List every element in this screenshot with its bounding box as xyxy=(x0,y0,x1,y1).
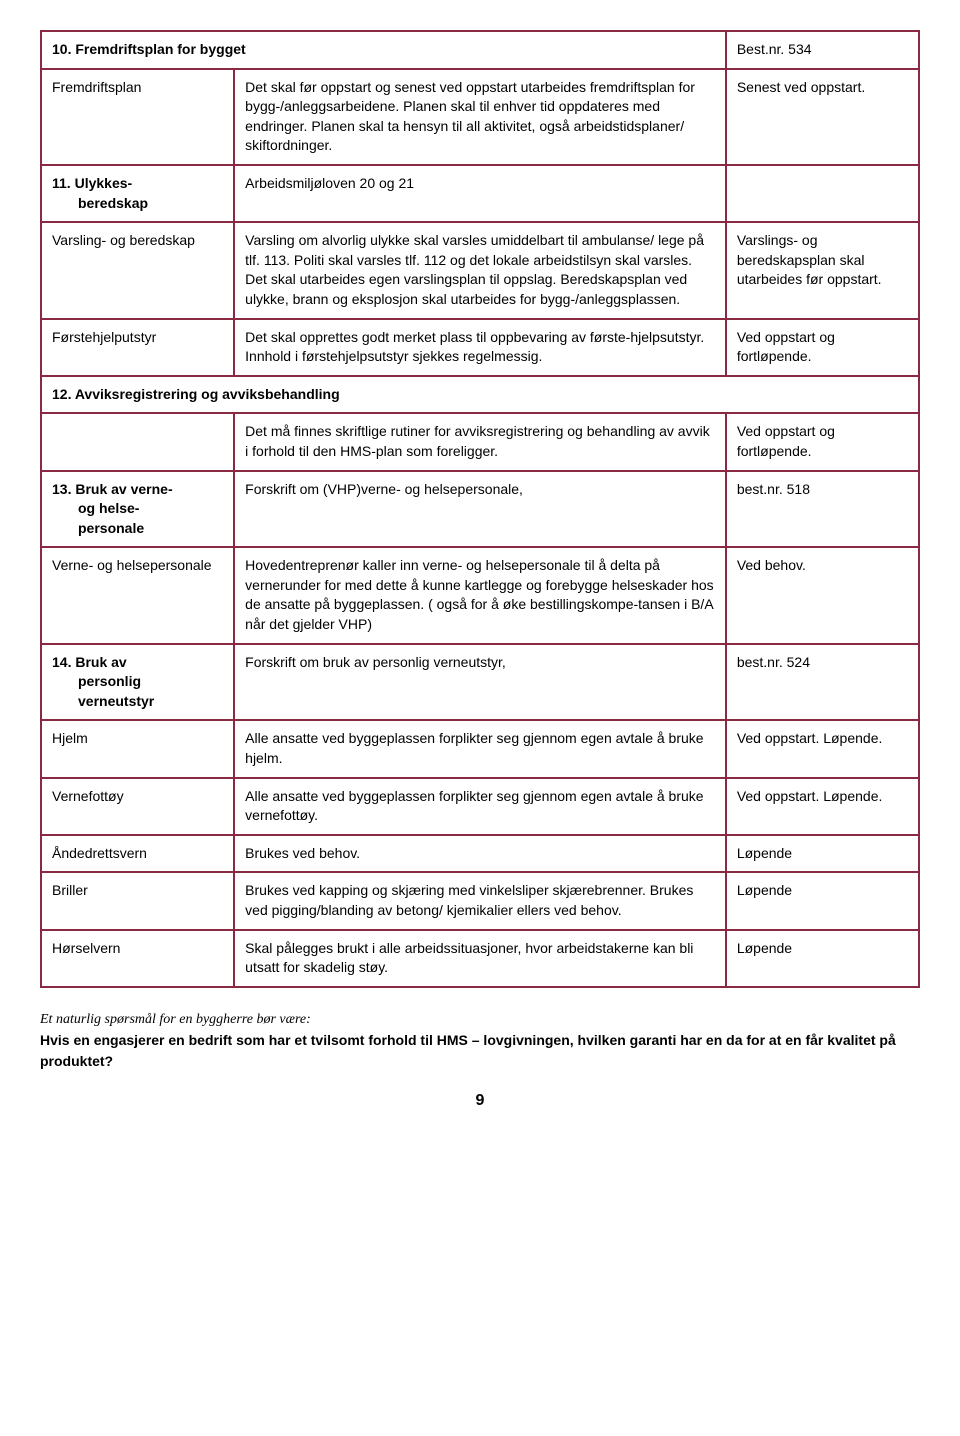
s11-body-header: Arbeidsmiljøloven 20 og 21 xyxy=(234,165,726,222)
footer-line2: Hvis en engasjerer en bedrift som har et… xyxy=(40,1032,896,1069)
section-14-header: 14. Bruk av personlig verneutstyr xyxy=(41,644,234,721)
s11-h1: 11. Ulykkes- xyxy=(52,175,132,191)
footer-text: Et naturlig spørsmål for en byggherre bø… xyxy=(40,1008,920,1072)
section-10-table: 10. Fremdriftsplan for bygget Best.nr. 5… xyxy=(40,30,920,988)
s14-row0-right: Ved oppstart. Løpende. xyxy=(726,720,919,777)
s11-row1-label: Førstehjelputstyr xyxy=(41,319,234,376)
s14-h1: 14. Bruk av xyxy=(52,654,127,670)
s14-row4-body: Skal pålegges brukt i alle arbeidssituas… xyxy=(234,930,726,987)
s13-ref: best.nr. 518 xyxy=(726,471,919,548)
s14-body-header: Forskrift om bruk av personlig verneutst… xyxy=(234,644,726,721)
s13-row0-label: Verne- og helsepersonale xyxy=(41,547,234,643)
s10-row0-body: Det skal før oppstart og senest ved opps… xyxy=(234,69,726,165)
section-10-header: 10. Fremdriftsplan for bygget xyxy=(41,31,726,69)
s14-row0-label: Hjelm xyxy=(41,720,234,777)
s14-row4-label: Hørselvern xyxy=(41,930,234,987)
s11-h2: beredskap xyxy=(52,195,148,211)
s11-row0-label: Varsling- og beredskap xyxy=(41,222,234,318)
s13-row0-right: Ved behov. xyxy=(726,547,919,643)
footer-line1: Et naturlig spørsmål for en byggherre bø… xyxy=(40,1012,311,1027)
s12-row0-right: Ved oppstart og fortløpende. xyxy=(726,413,919,470)
s12-row0-body: Det må finnes skriftlige rutiner for avv… xyxy=(234,413,726,470)
s13-row0-body: Hovedentreprenør kaller inn verne- og he… xyxy=(234,547,726,643)
s10-row0-right: Senest ved oppstart. xyxy=(726,69,919,165)
section-13-header: 13. Bruk av verne- og helse- personale xyxy=(41,471,234,548)
s14-row4-right: Løpende xyxy=(726,930,919,987)
section-11-header: 11. Ulykkes- beredskap xyxy=(41,165,234,222)
s14-ref: best.nr. 524 xyxy=(726,644,919,721)
s11-row0-body: Varsling om alvorlig ulykke skal varsles… xyxy=(234,222,726,318)
s11-ref-empty xyxy=(726,165,919,222)
s14-row1-right: Ved oppstart. Løpende. xyxy=(726,778,919,835)
s14-row3-right: Løpende xyxy=(726,872,919,929)
s14-h2a: personlig xyxy=(52,673,141,689)
s14-row2-label: Åndedrettsvern xyxy=(41,835,234,873)
s14-row3-body: Brukes ved kapping og skjæring med vinke… xyxy=(234,872,726,929)
s14-h2b: verneutstyr xyxy=(52,693,154,709)
s14-row1-body: Alle ansatte ved byggeplassen forplikter… xyxy=(234,778,726,835)
s10-row0-label: Fremdriftsplan xyxy=(41,69,234,165)
s12-row0-label xyxy=(41,413,234,470)
s13-body-header: Forskrift om (VHP)verne- og helsepersona… xyxy=(234,471,726,548)
s14-row3-label: Briller xyxy=(41,872,234,929)
page-number: 9 xyxy=(40,1092,920,1110)
s14-row2-body: Brukes ved behov. xyxy=(234,835,726,873)
section-10-ref: Best.nr. 534 xyxy=(726,31,919,69)
s13-h1: 13. Bruk av verne- xyxy=(52,481,173,497)
s13-h2a: og helse- xyxy=(52,500,139,516)
s13-h2b: personale xyxy=(52,520,144,536)
s14-row0-body: Alle ansatte ved byggeplassen forplikter… xyxy=(234,720,726,777)
s11-row1-body: Det skal opprettes godt merket plass til… xyxy=(234,319,726,376)
s11-row0-right: Varslings- og beredskapsplan skal utarbe… xyxy=(726,222,919,318)
section-12-header: 12. Avviksregistrering og avviksbehandli… xyxy=(41,376,919,414)
s11-row1-right: Ved oppstart og fortløpende. xyxy=(726,319,919,376)
s14-row2-right: Løpende xyxy=(726,835,919,873)
s14-row1-label: Vernefottøy xyxy=(41,778,234,835)
